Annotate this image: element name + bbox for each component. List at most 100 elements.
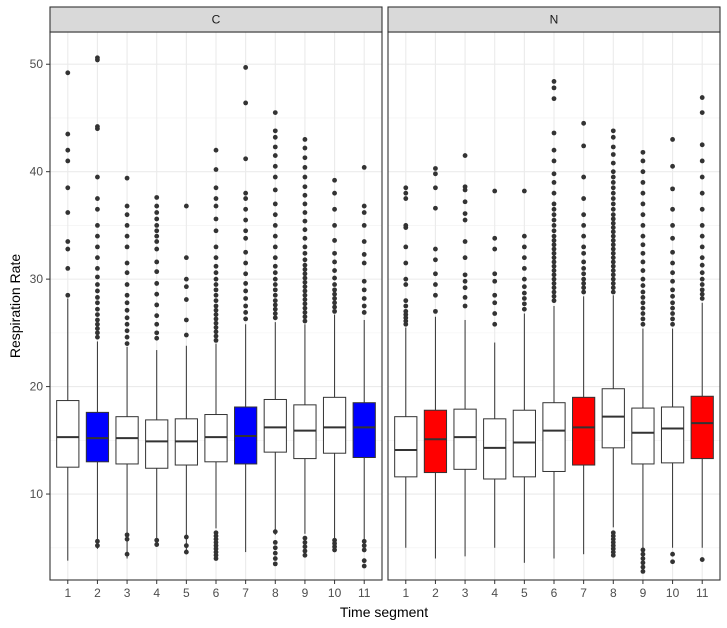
outlier-point [403,244,409,250]
outlier-point [521,255,527,261]
box-body [601,388,625,449]
outlier-point [551,233,557,239]
outlier-point [302,164,308,170]
box-body [483,418,507,480]
outlier-point [640,311,646,316]
outlier-point [361,210,367,215]
outlier-point [462,239,468,244]
outlier-point [551,255,557,261]
outlier-point [610,128,616,134]
outlier-point [272,163,278,169]
outlier-point [154,330,160,336]
outlier-point [65,185,71,191]
box-n-2 [423,166,448,559]
outlier-point [699,296,705,301]
outlier-point [551,272,557,278]
x-tick-label: 10 [666,586,680,600]
panel-c: C 1 2 3 4 5 6 7 8 9 10 11 [49,6,383,600]
outlier-point [332,537,337,543]
outlier-point [95,174,100,180]
outlier-point [65,70,71,76]
outlier-point [640,212,646,218]
outlier-point [433,185,438,191]
outlier-point [551,79,557,84]
box-body [690,395,714,460]
outlier-point [521,233,527,239]
outlier-point [699,223,705,228]
outlier-point [670,137,675,142]
box-body [85,411,110,463]
outlier-point [302,192,308,198]
outlier-point [332,308,337,314]
x-tick-label: 4 [153,586,160,600]
x-tick-label: 11 [696,586,709,600]
outlier-point [302,174,308,180]
outlier-point [272,110,278,115]
outlier-point [95,282,100,287]
outlier-point [403,308,409,314]
outlier-point [154,542,160,547]
outlier-point [213,147,219,153]
outlier-point [699,190,705,196]
outlier-point [154,210,160,215]
outlier-point [610,206,616,212]
outlier-point [581,285,587,291]
outlier-point [610,233,616,239]
outlier-point [302,227,308,233]
outlier-point [640,556,646,561]
outlier-point [213,276,219,282]
outlier-point [640,268,646,273]
outlier-point [124,307,130,313]
outlier-point [332,300,337,306]
outlier-point [183,203,189,209]
outlier-point [124,315,130,321]
outlier-point [551,250,557,256]
outlier-point [302,235,308,241]
outlier-point [581,143,587,149]
outlier-point [272,134,278,140]
outlier-point [272,529,278,535]
outlier-point [213,244,219,250]
outlier-point [551,147,557,153]
box-n-6 [542,79,566,559]
outlier-point [95,543,100,549]
outlier-point [332,296,337,301]
outlier-point [551,238,557,243]
x-tick-label: 4 [491,586,498,600]
outlier-point [183,332,189,338]
outlier-point [124,292,130,298]
outlier-point [433,292,438,298]
outlier-point [272,233,278,239]
outlier-point [492,292,498,298]
outlier-point [65,292,71,298]
outlier-point [95,312,100,317]
outlier-point [302,305,308,311]
outlier-point [521,290,527,296]
outlier-point [670,186,675,192]
outlier-point [243,260,249,266]
outlier-point [332,259,337,265]
outlier-point [551,259,557,265]
outlier-point [95,244,100,250]
outlier-point [154,216,160,222]
outlier-point [462,199,468,205]
outlier-point [243,190,249,196]
outlier-point [183,549,189,555]
outlier-point [243,235,249,241]
outlier-point [403,260,409,266]
outlier-point [640,300,646,306]
box-n-3 [453,153,477,557]
outlier-point [272,287,278,293]
outlier-point [610,152,616,157]
outlier-point [610,238,616,243]
outlier-point [183,276,189,282]
outlier-point [670,559,675,565]
outlier-point [699,233,705,239]
outlier-point [640,305,646,311]
outlier-point [462,184,468,190]
outlier-point [213,196,219,201]
outlier-point [670,321,675,327]
outlier-point [699,262,705,268]
outlier-point [213,255,219,261]
outlier-point [332,206,337,212]
